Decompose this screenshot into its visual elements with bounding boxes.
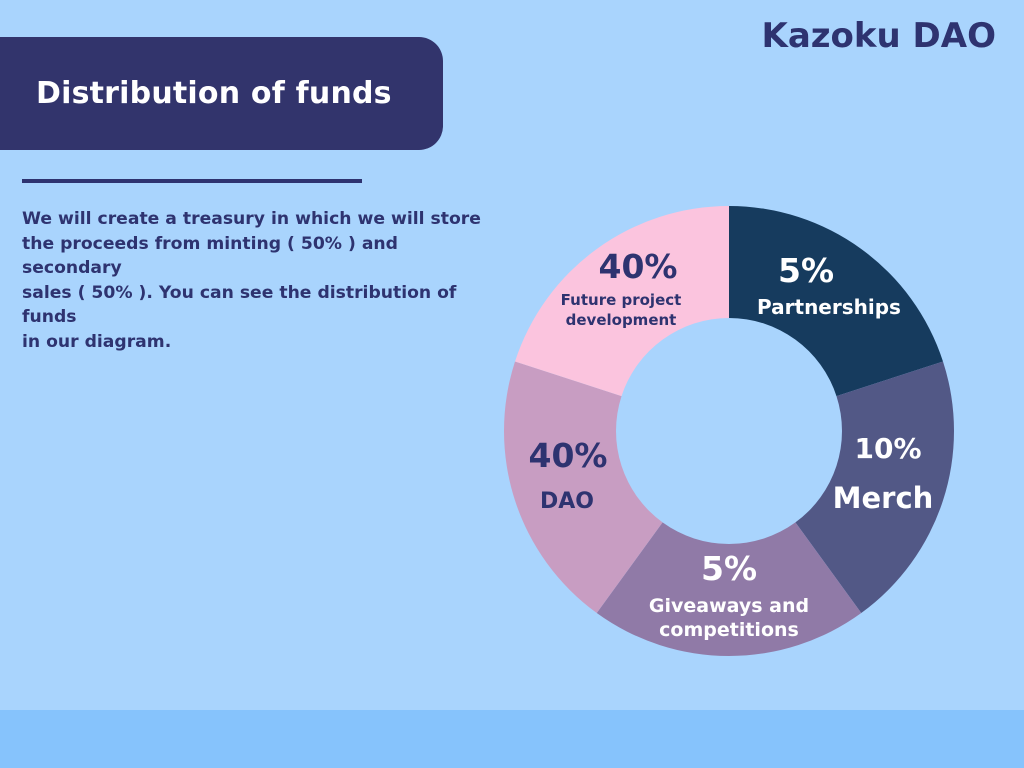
slice-category-label-partnerships: Partnerships [757, 295, 901, 319]
donut-slice-giveaways-and-competitions [596, 522, 862, 656]
description-line: sales ( 50% ). You can see the distribut… [22, 282, 457, 328]
donut-slice-dao [504, 361, 663, 614]
slice-category-label-future-project-development: development [566, 311, 677, 329]
slice-value-label-merch: 10% [854, 432, 921, 465]
slice-value-label-partnerships: 5% [778, 251, 834, 290]
slice-value-label-future-project-development: 40% [599, 247, 678, 286]
description-text: We will create a treasury in which we wi… [22, 207, 502, 354]
description-line: the proceeds from minting ( 50% ) and se… [22, 233, 398, 279]
divider [22, 179, 362, 183]
donut-slice-partnerships [729, 206, 943, 397]
title-tab [0, 37, 443, 150]
slice-category-label-giveaways-and-competitions: competitions [659, 619, 799, 641]
slice-category-label-giveaways-and-competitions: Giveaways and [649, 595, 809, 617]
slice-category-label-merch: Merch [833, 481, 934, 515]
description-line: We will create a treasury in which we wi… [22, 209, 481, 229]
slice-category-label-future-project-development: Future project [561, 291, 682, 309]
brand-logo-text: Kazoku DAO [761, 16, 996, 56]
donut-slice-merch [795, 361, 955, 614]
bottom-band [0, 710, 1024, 768]
slice-value-label-dao: 40% [529, 436, 608, 475]
page-title: Distribution of funds [36, 76, 392, 111]
donut-slice-future-project-development [515, 206, 729, 397]
slice-category-label-dao: DAO [540, 489, 594, 514]
description-line: in our diagram. [22, 331, 172, 352]
slice-value-label-giveaways-and-competitions: 5% [701, 549, 757, 588]
